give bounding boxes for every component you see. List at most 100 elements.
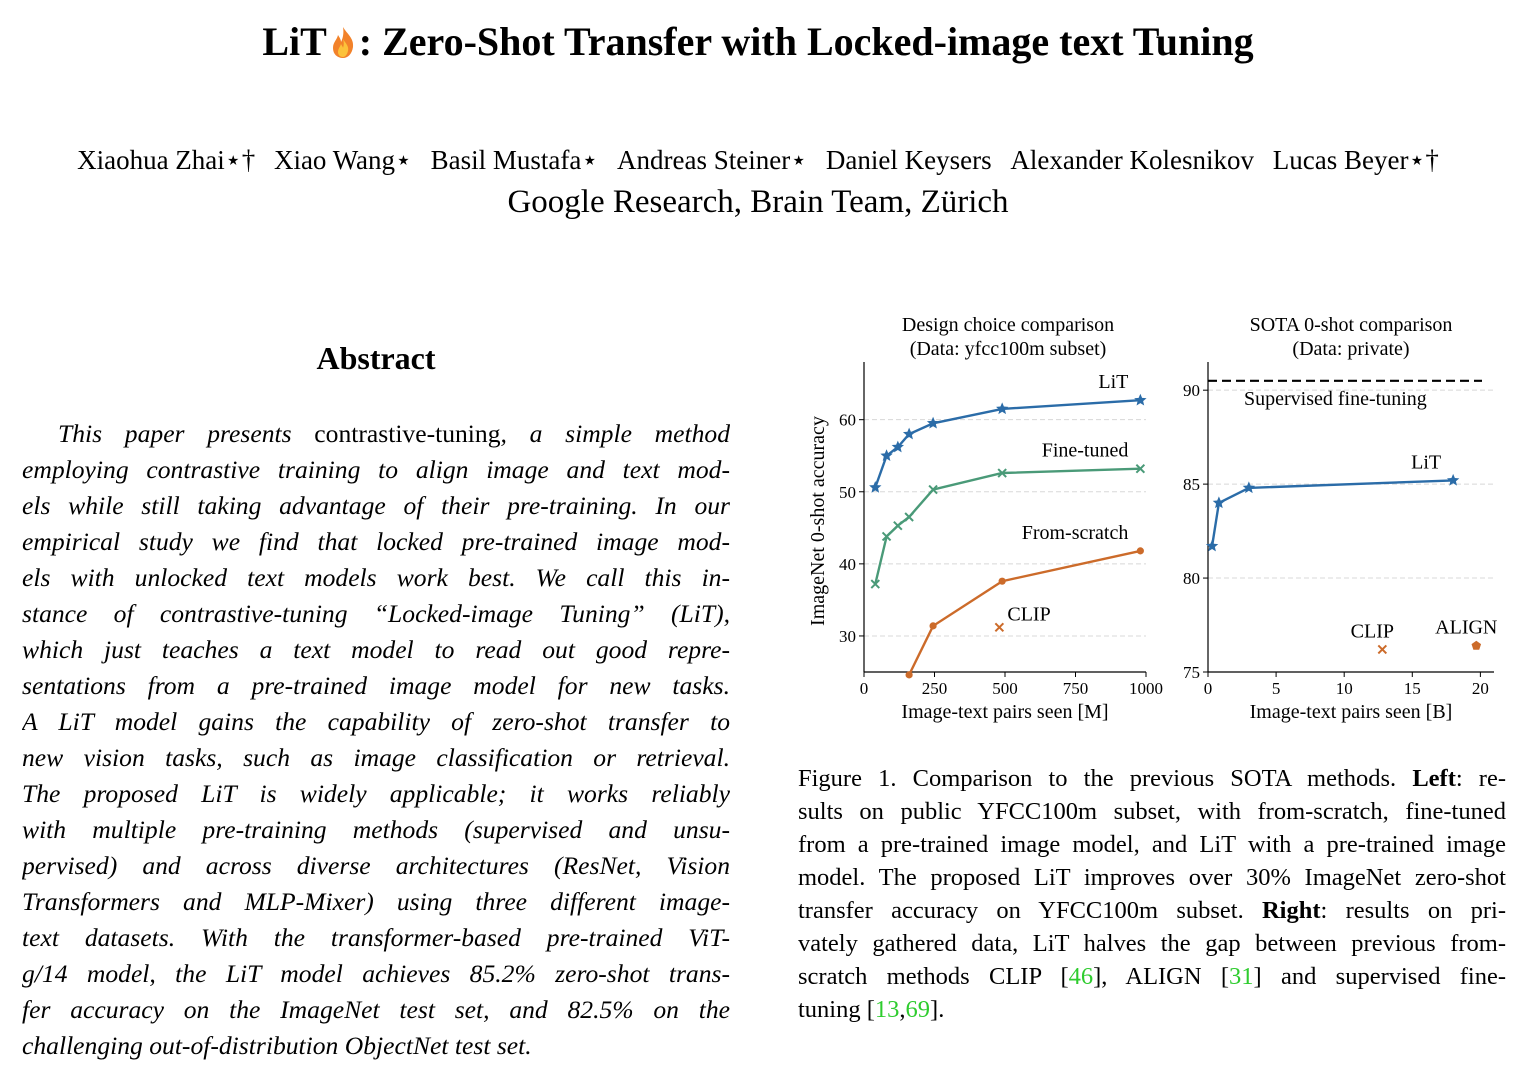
abstract-line: The proposed LiT is widely applicable; i…	[22, 776, 730, 812]
caption-text: from a pre-trained image model, and LiT …	[798, 831, 1506, 858]
abstract-text: els while still taking advantage of thei…	[22, 491, 730, 520]
y-tick-label: 30	[839, 627, 856, 646]
caption-text: vately gathered data, LiT halves the gap…	[798, 930, 1506, 957]
y-axis-label: ImageNet 0-shot accuracy	[807, 416, 829, 626]
citation-link[interactable]: 69	[905, 996, 931, 1023]
chart-subtitle: (Data: yfcc100m subset)	[910, 338, 1107, 360]
abstract-line: Transformers and MLP-Mixer) using three …	[22, 884, 730, 920]
figure-charts: Design choice comparison(Data: yfcc100m …	[807, 314, 1497, 723]
caption-text: Figure 1. Comparison to the previous SOT…	[798, 765, 1413, 792]
data-point	[1136, 547, 1144, 555]
caption-text: ,	[899, 996, 906, 1023]
title-rest: : Zero-Shot Transfer with Locked-image t…	[358, 19, 1254, 64]
series-label: Fine-tuned	[1042, 440, 1129, 462]
abstract-text: g/14 model, the LiT model achieves 85.2%…	[22, 959, 730, 988]
caption-line: Figure 1. Comparison to the previous SOT…	[798, 762, 1506, 795]
caption-text: tuning [	[798, 996, 875, 1023]
chart-title: Design choice comparison	[902, 314, 1114, 336]
abstract-body: This paper presents contrastive-tuning, …	[22, 416, 730, 1064]
abstract-line: new vision tasks, such as image classifi…	[22, 740, 730, 776]
abstract-text: fer accuracy on the ImageNet test set, a…	[22, 995, 730, 1024]
marker-x-stroke	[1377, 644, 1388, 655]
data-point	[881, 531, 892, 542]
abstract-line: empirical study we find that locked pre-…	[22, 524, 730, 560]
abstract-text: which just teaches a text model to read …	[22, 635, 730, 664]
citation-link[interactable]: 13	[874, 996, 900, 1023]
data-point-align	[1471, 640, 1482, 650]
abstract-text: challenging out-of-distribution ObjectNe…	[22, 1031, 532, 1060]
caption-line: scratch methods CLIP [46], ALIGN [31] an…	[798, 960, 1506, 993]
data-point	[880, 449, 893, 461]
data-point	[998, 577, 1006, 585]
caption-text: model. The proposed LiT improves over 30…	[798, 864, 1506, 891]
abstract-line: This paper presents contrastive-tuning, …	[22, 416, 730, 452]
data-point	[869, 480, 882, 493]
abstract-line: employing contrastive training to align …	[22, 452, 730, 488]
abstract-text: A LiT model gains the capability of zero…	[22, 707, 730, 736]
citation-link[interactable]: 46	[1068, 963, 1094, 990]
y-tick-label: 60	[839, 411, 856, 430]
citation-link[interactable]: 31	[1229, 963, 1254, 990]
author-name: Daniel Keysers	[825, 145, 992, 175]
x-tick-label: 10	[1336, 679, 1353, 698]
affiliation: Google Research, Brain Team, Zürich	[507, 184, 1009, 220]
reference-line-label: Supervised fine-tuning	[1244, 388, 1427, 410]
marker-x-stroke	[994, 622, 1005, 633]
abstract-text: Transformers and MLP-Mixer) using three …	[22, 887, 730, 916]
paper-title: LiT : Zero-Shot Transfer with Locked-ima…	[0, 18, 1516, 66]
author-name: Lucas Beyer⋆†	[1272, 145, 1439, 175]
data-point	[997, 468, 1007, 478]
caption-line: vately gathered data, LiT halves the gap…	[798, 927, 1506, 960]
caption-text: ], ALIGN [	[1093, 963, 1230, 990]
abstract-heading: Abstract	[316, 340, 436, 376]
abstract-line: els with unlocked text models work best.…	[22, 560, 730, 596]
data-point-clip	[994, 622, 1005, 633]
marker-x-stroke	[928, 484, 938, 495]
data-point	[1205, 539, 1219, 552]
author-name: Xiao Wang⋆	[273, 145, 412, 175]
y-tick-label: 85	[1183, 475, 1200, 494]
caption-text: : re-	[1455, 765, 1507, 792]
data-point	[904, 512, 914, 522]
abstract-line: pervised) and across diverse architectur…	[22, 848, 730, 884]
caption-bold: Left	[1412, 765, 1456, 792]
point-label: CLIP	[1007, 603, 1050, 625]
figure-caption: Figure 1. Comparison to the previous SOT…	[798, 762, 1506, 1026]
caption-text: ].	[930, 996, 945, 1023]
series-line-lit	[1210, 479, 1454, 547]
author-name: Andreas Steiner⋆	[617, 145, 808, 175]
series-label: From-scratch	[1022, 522, 1129, 544]
caption-text: : results on pri-	[1320, 897, 1506, 924]
x-tick-label: 15	[1404, 679, 1421, 698]
marker-x-stroke	[870, 579, 880, 589]
data-point	[926, 416, 940, 429]
x-tick-label: 0	[860, 679, 869, 698]
abstract-line: which just teaches a text model to read …	[22, 632, 730, 668]
x-tick-label: 500	[992, 679, 1018, 698]
x-axis-label: Image-text pairs seen [B]	[1250, 701, 1453, 723]
y-tick-label: 80	[1183, 569, 1200, 588]
abstract-line: with multiple pre-training methods (supe…	[22, 812, 730, 848]
caption-line: model. The proposed LiT improves over 30…	[798, 861, 1506, 894]
figure-1: Design choice comparison (Data: yfcc100m …	[790, 300, 1510, 740]
point-label: ALIGN	[1435, 617, 1497, 639]
marker-x-stroke	[893, 520, 903, 531]
author-name: Alexander Kolesnikov	[1010, 145, 1255, 175]
abstract-line: A LiT model gains the capability of zero…	[22, 704, 730, 740]
abstract-text: The proposed LiT is widely applicable; i…	[22, 779, 730, 808]
caption-text: sults on public YFCC100m subset, with fr…	[798, 798, 1506, 825]
data-point	[893, 520, 903, 531]
abstract-text: sentations from a pre-trained image mode…	[22, 671, 730, 700]
series-label: LiT	[1411, 451, 1441, 473]
abstract-line: g/14 model, the LiT model achieves 85.2%…	[22, 956, 730, 992]
caption-text: scratch methods CLIP [	[798, 963, 1069, 990]
caption-line: tuning [13,69].	[798, 993, 1506, 1026]
abstract-text: employing contrastive training to align …	[22, 455, 730, 484]
x-tick-label: 750	[1063, 679, 1089, 698]
abstract-text: with multiple pre-training methods (supe…	[22, 815, 730, 844]
data-point-clip	[1377, 644, 1388, 655]
caption-bold: Right	[1261, 897, 1321, 924]
marker-x-stroke	[881, 531, 892, 542]
abstract-text: text datasets. With the transformer-base…	[22, 923, 730, 952]
data-point	[1446, 473, 1460, 486]
